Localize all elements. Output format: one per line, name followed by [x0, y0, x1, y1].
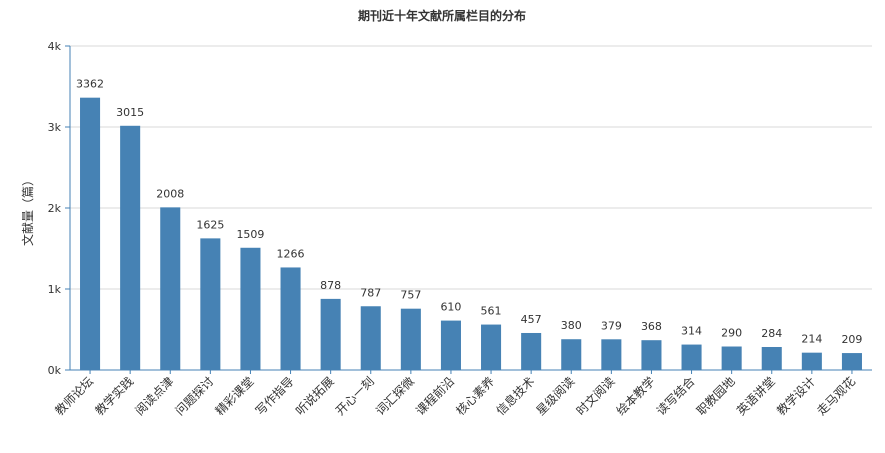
data-label: 2008 [156, 187, 184, 200]
data-label: 209 [841, 333, 862, 346]
bar [521, 332, 542, 370]
x-tick-label: 读写结合 [653, 374, 698, 419]
bar [320, 298, 341, 370]
x-tick-label: 英语讲堂 [733, 374, 778, 419]
bar [120, 125, 141, 370]
y-tick-label: 3k [48, 121, 62, 134]
y-tick-label: 2k [48, 202, 62, 215]
data-label: 368 [641, 320, 662, 333]
y-axis-ticks: 0k 1k 2k 3k 4k [48, 40, 70, 377]
bar [721, 346, 742, 370]
data-label: 561 [481, 305, 502, 318]
x-tick-label: 时文阅读 [573, 374, 618, 419]
data-label: 290 [721, 327, 742, 340]
chart-title: 期刊近十年文献所属栏目的分布 [358, 8, 526, 23]
data-label: 610 [440, 301, 461, 314]
x-tick-label: 问题探讨 [173, 374, 217, 418]
data-label: 757 [400, 289, 421, 302]
bar [601, 339, 622, 370]
x-tick-label: 教师论坛 [52, 374, 97, 419]
x-tick-label: 职教园地 [693, 374, 738, 419]
x-tick-label: 精彩课堂 [213, 374, 257, 418]
y-axis-label: 文献量（篇） [20, 174, 35, 246]
bar [761, 346, 782, 370]
bar [641, 340, 662, 370]
data-label: 457 [521, 313, 542, 326]
data-label: 314 [681, 325, 702, 338]
bar [561, 339, 582, 370]
bar [481, 324, 502, 370]
bar [160, 207, 181, 370]
data-label: 787 [360, 286, 381, 299]
y-tick-label: 1k [48, 283, 62, 296]
x-tick-label: 核心素养 [453, 374, 498, 419]
y-tick-label: 0k [48, 364, 62, 377]
bars [80, 97, 862, 370]
data-labels: 3362 3015 2008 1625 1509 1266 878 787 757 610 561 4… [76, 78, 862, 346]
data-label: 284 [761, 327, 782, 340]
bar [400, 308, 421, 370]
x-axis-ticks: 教师论坛教学实践阅读点津问题探讨精彩课堂写作指导听说拓展开心一刻词汇探微课程前沿… [52, 370, 858, 418]
x-tick-label: 信息技术 [493, 374, 538, 419]
x-tick-label: 阅读点津 [133, 374, 177, 418]
x-tick-label: 教学设计 [773, 374, 818, 419]
data-label: 1266 [277, 247, 305, 260]
bar [80, 97, 101, 370]
data-label: 214 [801, 333, 822, 346]
bar [440, 320, 461, 370]
x-tick-label: 写作指导 [252, 374, 297, 419]
data-label: 3362 [76, 78, 104, 91]
data-label: 1625 [196, 218, 224, 231]
data-label: 878 [320, 279, 341, 292]
bar [240, 247, 261, 370]
x-tick-label: 听说拓展 [292, 374, 337, 419]
bar [360, 306, 381, 370]
x-tick-label: 开心一刻 [333, 374, 377, 418]
bar [280, 267, 301, 370]
data-label: 379 [601, 319, 622, 332]
bar [200, 238, 221, 370]
data-label: 380 [561, 319, 582, 332]
y-tick-label: 4k [48, 40, 62, 53]
gridlines [70, 45, 872, 290]
data-label: 1509 [236, 228, 264, 241]
bar [801, 352, 822, 370]
data-label: 3015 [116, 106, 144, 119]
bar [841, 353, 862, 370]
x-tick-label: 教学实践 [92, 374, 137, 419]
x-tick-label: 课程前沿 [413, 374, 458, 419]
x-tick-label: 走马观花 [814, 374, 859, 419]
x-tick-label: 词汇探微 [373, 374, 417, 418]
x-tick-label: 星级阅读 [534, 374, 578, 418]
bar [681, 344, 702, 370]
x-tick-label: 绘本教学 [613, 374, 658, 419]
